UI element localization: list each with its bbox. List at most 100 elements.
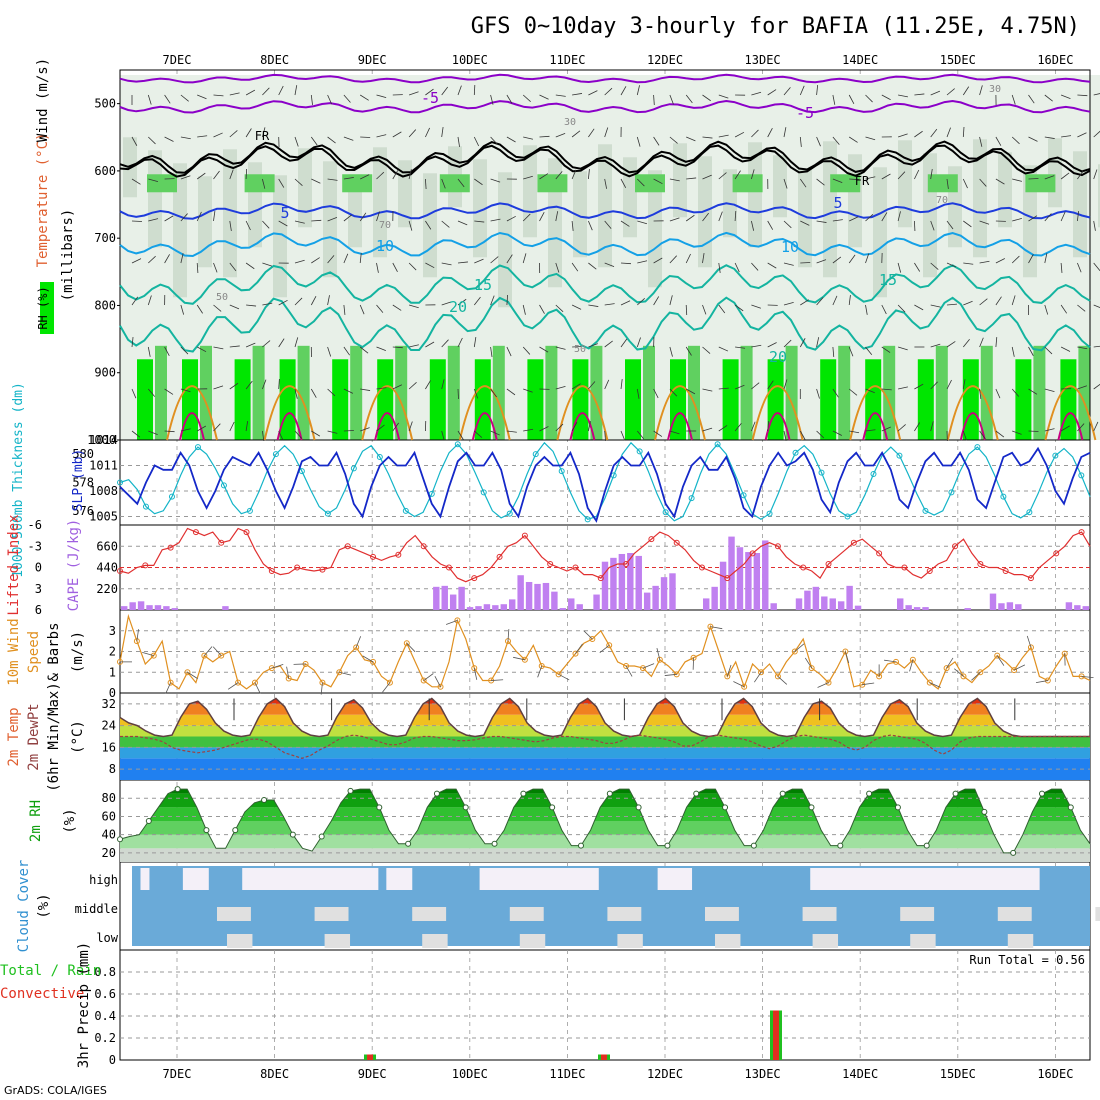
wind-barb (474, 178, 483, 186)
cloud-level-label: high (89, 873, 118, 887)
precip-run-total: Run Total = 0.56 (969, 953, 1085, 967)
cloud-high-clear (996, 868, 1006, 890)
wind-barb (490, 346, 493, 357)
wind-barb (539, 211, 545, 222)
lifted-index-point (774, 543, 781, 550)
wind-barb-10m (537, 665, 543, 678)
cloud-high-clear (928, 868, 938, 890)
wind-barb (832, 178, 843, 183)
wind-barb (995, 258, 1005, 264)
wind-barb (343, 136, 354, 141)
wind-barb (653, 136, 660, 146)
wind-barb (327, 295, 330, 306)
rh-point (520, 790, 527, 797)
temp-contour-30 (667, 412, 693, 441)
wind-barb (962, 178, 968, 189)
wind-barb (751, 169, 755, 180)
cape-bar (137, 601, 145, 610)
cloud-high-clear (267, 868, 277, 890)
panel-frame-precip (119, 949, 1091, 1061)
rh-fill-max (182, 359, 198, 440)
cloud-low-gap (227, 934, 253, 948)
wind-barb (718, 262, 721, 273)
wind-speed-point (420, 677, 427, 684)
cloud-high-clear (1030, 868, 1040, 890)
upper-air-group (119, 69, 1100, 442)
wind-barb (930, 128, 938, 138)
temp-contour-25 (556, 385, 609, 441)
date-tick-bottom: 8DEC (260, 1067, 289, 1081)
wind-barb (262, 127, 266, 138)
cape-bar (854, 605, 862, 610)
cloud-high-clear (555, 868, 565, 890)
wind-barb (946, 341, 956, 348)
li-ytick: 6 (35, 603, 42, 617)
thickness-point (1026, 509, 1033, 516)
wind-barb (751, 129, 759, 138)
wind-barb (148, 136, 156, 145)
wind-barb (1060, 304, 1068, 314)
rh-band (120, 848, 1090, 862)
wind-speed-point (1027, 644, 1034, 651)
rh-fill-mid (223, 149, 237, 278)
wind-barb (555, 262, 560, 273)
thickness-point (740, 492, 747, 499)
wind-speed-point (268, 665, 275, 672)
cloud-low-gap (617, 934, 643, 948)
wind-barb (294, 430, 302, 439)
thickness-point (792, 449, 799, 456)
wind-barb (930, 90, 941, 96)
rh-fill-high (785, 345, 798, 440)
rh-fill-mid (1073, 151, 1087, 258)
wind-barb (783, 379, 788, 390)
wind-speed-point (521, 656, 528, 663)
upper-ytick: 1000 (87, 433, 116, 447)
wind-barb (604, 379, 610, 390)
thickness-point (870, 471, 877, 477)
temp-ytick: 16 (102, 740, 116, 754)
cape-bar (821, 596, 828, 610)
wind-barb (148, 218, 159, 222)
wind-barb (278, 378, 280, 390)
wind-barb (897, 304, 906, 313)
wind-barb-10m (558, 673, 570, 681)
wind-barb (881, 94, 891, 101)
date-tick-top: 8DEC (260, 53, 289, 67)
wind-barb (800, 220, 810, 226)
wind-barb (245, 262, 255, 270)
temp-contour-30 (862, 412, 889, 441)
rh-point (549, 804, 556, 811)
lifted-index-point (901, 564, 908, 571)
wind-barb (213, 304, 222, 312)
cloud-high-clear (343, 868, 353, 890)
wind-barb (278, 220, 288, 227)
rh-fill-mid (523, 145, 537, 238)
wind-ytick: 2 (109, 645, 116, 659)
wind-barb (620, 262, 632, 265)
wind-barb (718, 94, 729, 99)
wind-barb (360, 388, 371, 391)
wind-barb (343, 253, 349, 264)
wind-barb (604, 220, 612, 229)
rh-ytick: 40 (102, 828, 116, 842)
cape-bar (509, 599, 516, 610)
wind-speed-point (977, 669, 984, 676)
temp-contour-30 (471, 412, 498, 441)
wind-barb (278, 299, 288, 306)
wind-barb (571, 130, 581, 138)
wind-barb (963, 220, 972, 228)
wind-barb (278, 430, 284, 441)
cloud-high-clear (869, 868, 879, 890)
wind-barb (131, 258, 142, 264)
wind-barb (571, 383, 581, 390)
wind-barb (555, 304, 564, 313)
wind-barb (392, 384, 403, 390)
wind-barb (197, 94, 207, 100)
wind-barb (539, 94, 549, 100)
wind-barb (702, 94, 711, 102)
wind-barb-10m (599, 644, 610, 653)
wind-barb (767, 127, 773, 138)
wind-barb (180, 388, 191, 393)
wind-barb (930, 304, 941, 308)
wind-barb (473, 388, 479, 399)
